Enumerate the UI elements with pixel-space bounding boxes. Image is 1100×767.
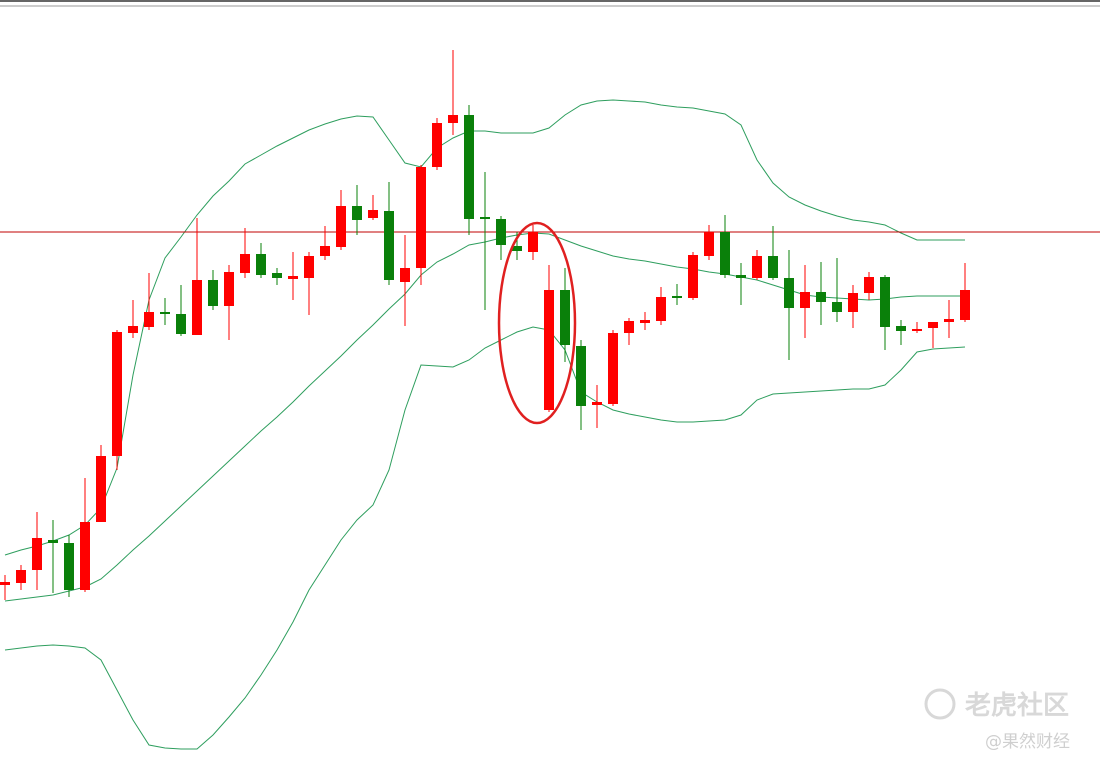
candle-body: [864, 277, 874, 293]
watermark: @果然财经: [985, 732, 1070, 752]
candle-body: [544, 290, 554, 410]
candle-body: [848, 293, 858, 312]
candle-body: [32, 538, 42, 570]
candle-body: [320, 246, 330, 256]
candle-body: [912, 329, 922, 331]
candle-body: [752, 256, 762, 278]
candle-body: [128, 326, 138, 333]
candle-body: [672, 296, 682, 298]
highlight-ellipse: [497, 221, 577, 425]
candle-body: [800, 292, 810, 308]
candle-body: [336, 206, 346, 247]
candle-body: [560, 290, 570, 345]
candle-body: [80, 522, 90, 590]
candle-body: [352, 206, 362, 220]
band-upper: [4, 99, 965, 556]
candle-body: [192, 280, 202, 335]
candle-body: [480, 217, 490, 219]
candle-body: [640, 320, 650, 323]
candle-body: [144, 312, 154, 327]
candle-body: [496, 219, 506, 245]
candle-body: [400, 268, 410, 282]
candle-body: [112, 332, 122, 456]
candle-body: [464, 115, 474, 219]
candle-body: [528, 232, 538, 252]
candle-body: [784, 278, 794, 308]
candle-body: [160, 312, 170, 314]
candle-body: [368, 210, 378, 218]
candle-body: [48, 540, 58, 543]
candle-body: [304, 256, 314, 278]
candle-body: [768, 256, 778, 278]
candle-body: [624, 321, 634, 333]
candle-body: [240, 254, 250, 273]
candle-body: [720, 232, 730, 275]
candle-body: [960, 290, 970, 320]
candle-body: [448, 115, 458, 123]
candle-body: [384, 211, 394, 280]
candle-body: [288, 276, 298, 279]
watermark-logo: [924, 688, 956, 720]
candle-body: [64, 543, 74, 590]
candle-body: [0, 582, 10, 585]
candle-body: [688, 255, 698, 298]
candle-body: [16, 570, 26, 583]
candle-body: [928, 322, 938, 328]
candle-body: [704, 232, 714, 256]
candle-body: [896, 326, 906, 331]
candle-body: [608, 333, 618, 404]
candle-body: [176, 314, 186, 334]
candle-body: [208, 280, 218, 306]
candle-body: [656, 297, 666, 321]
candle-body: [736, 275, 746, 278]
candle-body: [432, 123, 442, 167]
candle-body: [592, 402, 602, 405]
candle-body: [96, 456, 106, 522]
candle-body: [256, 254, 266, 275]
watermark: 老虎社区: [965, 690, 1069, 721]
candle-body: [272, 273, 282, 278]
candle-body: [416, 167, 426, 268]
plot-area: [0, 50, 1100, 750]
band-lower: [4, 326, 966, 750]
candle-body: [576, 346, 586, 406]
candle-body: [512, 246, 522, 251]
candle-body: [816, 292, 826, 302]
candle-body: [832, 302, 842, 312]
candle-body: [944, 319, 954, 322]
candle-body: [880, 277, 890, 327]
candle-body: [224, 272, 234, 306]
